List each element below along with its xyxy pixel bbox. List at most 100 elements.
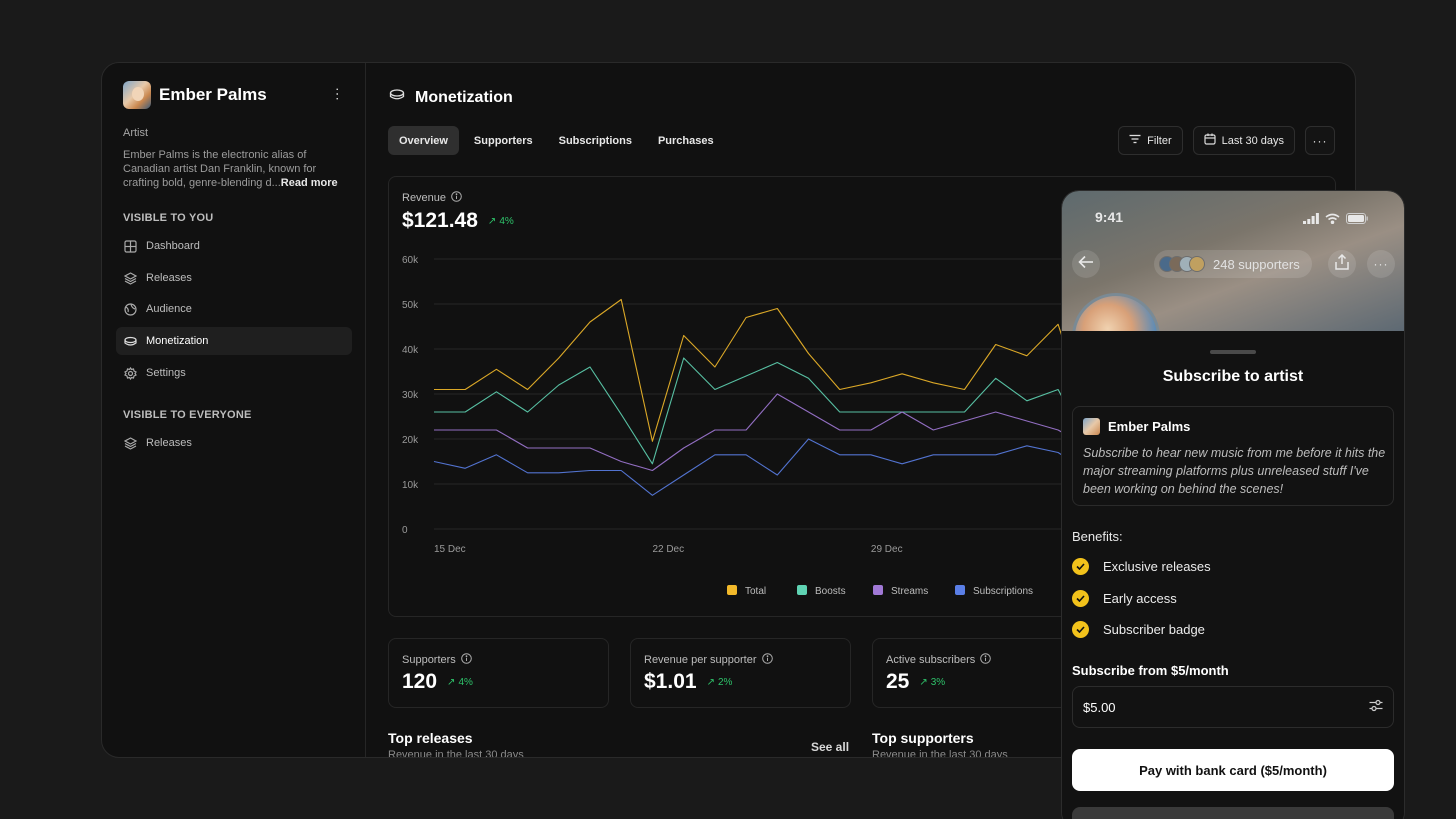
revenue-value: $121.48 ↗ 4% [402, 209, 514, 233]
date-range-button[interactable]: Last 30 days [1192, 126, 1295, 155]
benefit-label: Early access [1103, 591, 1177, 606]
supporters-pill[interactable]: 248 supporters [1154, 250, 1312, 278]
section-heading-everyone: VISIBLE TO EVERYONE [123, 409, 252, 421]
sidebar: Ember Palms ⋯ Artist Ember Palms is the … [102, 63, 366, 757]
arrow-up-right-icon: ↗ [706, 676, 715, 688]
pay-with-card-button[interactable]: Pay with bank card ($5/month) [1072, 749, 1394, 791]
sheet-handle[interactable] [1210, 350, 1256, 354]
info-icon[interactable] [980, 653, 992, 667]
revenue-delta-text: 4% [499, 215, 514, 227]
check-circle-icon [1072, 621, 1089, 638]
legend-label: Subscriptions [973, 586, 1033, 597]
amount-field[interactable] [1072, 686, 1394, 728]
sliders-icon[interactable] [1369, 699, 1383, 715]
info-icon[interactable] [461, 653, 472, 667]
check-circle-icon [1072, 558, 1089, 575]
info-icon[interactable] [451, 191, 462, 205]
filter-button[interactable]: Filter [1118, 126, 1183, 155]
benefit-item: Subscriber badge [1072, 621, 1205, 638]
top-releases-title: Top releases [388, 730, 473, 746]
secondary-pay-button[interactable] [1072, 807, 1394, 819]
sidebar-item-public-releases[interactable]: Releases [116, 429, 352, 457]
legend-label: Boosts [815, 586, 846, 597]
arrow-up-right-icon: ↗ [487, 215, 497, 227]
more-button[interactable]: ··· [1305, 126, 1335, 155]
more-options-icon[interactable]: ⋯ [330, 87, 346, 102]
x-tick-label: 29 Dec [871, 544, 903, 555]
supporters-count: 248 supporters [1213, 256, 1300, 272]
sidebar-item-monetization[interactable]: Monetization [116, 327, 352, 355]
sidebar-item-label: Releases [146, 437, 192, 449]
page-title: Monetization [389, 87, 513, 108]
revenue-chart-card: Revenue $121.48 ↗ 4% 0 10k 20k 30k 40k 50k 60k 1… [388, 176, 1337, 617]
phone-preview: 9:41 248 supporters ··· Subscribe to art… [1061, 190, 1405, 819]
y-tick-label: 0 [402, 525, 408, 536]
artist-message-card: Ember Palms Subscribe to hear new music … [1072, 406, 1394, 506]
back-button[interactable] [1072, 250, 1100, 278]
benefit-item: Exclusive releases [1072, 558, 1211, 575]
layers-icon [124, 271, 137, 285]
bio-text: Ember Palms is the electronic alias of C… [123, 149, 317, 189]
tab-purchases[interactable]: Purchases [657, 134, 714, 147]
tab-subscriptions[interactable]: Subscriptions [558, 134, 632, 147]
more-button[interactable]: ··· [1367, 250, 1395, 278]
benefit-item: Early access [1072, 590, 1177, 607]
stat-value: 25 ↗ 3% [886, 670, 945, 694]
stat-card-revenue-per-supporter: Revenue per supporter $1.01 ↗ 2% [630, 638, 851, 708]
sidebar-item-audience[interactable]: Audience [116, 295, 352, 323]
benefit-label: Subscriber badge [1103, 622, 1205, 637]
stat-label-text: Active subscribers [886, 654, 976, 666]
legend-swatch [955, 585, 965, 595]
subscribe-from-label: Subscribe from $5/month [1072, 663, 1229, 678]
sidebar-item-settings[interactable]: Settings [116, 359, 352, 387]
sidebar-item-label: Audience [146, 303, 192, 315]
sidebar-item-label: Dashboard [146, 240, 200, 252]
toolbar: Filter Last 30 days ··· [1118, 126, 1335, 155]
more-horizontal-icon: ··· [1373, 257, 1389, 271]
artist-card-name: Ember Palms [1108, 419, 1191, 434]
see-all-link[interactable]: See all [811, 740, 850, 754]
sidebar-item-dashboard[interactable]: Dashboard [116, 232, 352, 260]
arrow-up-right-icon: ↗ [919, 676, 928, 688]
info-icon[interactable] [761, 653, 773, 667]
page-title-text: Monetization [415, 88, 513, 106]
stat-delta: ↗ 2% [707, 677, 733, 688]
calendar-icon [1204, 133, 1216, 148]
y-tick-label: 60k [402, 255, 419, 266]
sidebar-item-label: Monetization [146, 335, 209, 347]
wifi-icon [1325, 211, 1340, 229]
artist-bio: Ember Palms is the electronic alias of C… [123, 148, 348, 190]
artist-role: Artist [123, 127, 149, 139]
check-circle-icon [1072, 590, 1089, 607]
stat-value: $1.01 ↗ 2% [644, 670, 732, 694]
amount-input[interactable] [1083, 699, 1369, 715]
more-horizontal-icon: ··· [1312, 133, 1328, 148]
artist-card-header: Ember Palms [1083, 418, 1190, 435]
stat-value-text: $1.01 [644, 670, 697, 693]
read-more-link[interactable]: Read more [280, 177, 338, 189]
revenue-delta: ↗ 4% [488, 216, 514, 227]
revenue-label: Revenue [402, 191, 462, 205]
stat-label: Active subscribers [886, 653, 992, 667]
y-tick-label: 50k [402, 300, 419, 311]
sheet-title: Subscribe to artist [1162, 368, 1304, 385]
stat-card-active-subscribers: Active subscribers 25 ↗ 3% [872, 638, 1093, 708]
tab-overview[interactable]: Overview [388, 126, 459, 155]
stat-delta-text: 2% [717, 676, 733, 688]
coins-icon [124, 335, 137, 348]
stat-delta-text: 3% [930, 676, 946, 688]
share-button[interactable] [1328, 250, 1356, 278]
y-tick-label: 40k [402, 345, 419, 356]
sidebar-item-label: Releases [146, 272, 192, 284]
stat-label-text: Supporters [402, 654, 456, 666]
sidebar-item-releases[interactable]: Releases [116, 264, 352, 292]
filter-label: Filter [1147, 134, 1172, 147]
coins-icon [389, 87, 405, 108]
x-tick-label: 22 Dec [652, 544, 684, 555]
tab-supporters[interactable]: Supporters [473, 134, 533, 147]
legend-swatch [873, 585, 883, 595]
revenue-value-text: $121.48 [402, 209, 478, 232]
top-supporters-title: Top supporters [872, 730, 974, 746]
stat-value: 120 ↗ 4% [402, 670, 473, 694]
artist-profile[interactable]: Ember Palms [123, 81, 267, 109]
